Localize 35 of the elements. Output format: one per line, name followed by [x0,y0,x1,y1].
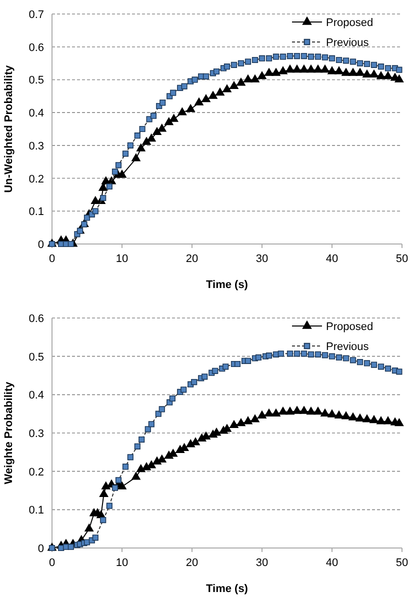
y-tick-label: 0.2 [28,466,44,478]
y-tick-label: 0.7 [28,9,44,21]
y-tick-label: 0.5 [28,351,44,364]
y-tick-label: 0.3 [28,428,44,440]
y-axis-title: Un-Weighted Probability [3,64,15,193]
x-tick-label: 50 [396,253,408,265]
y-tick-label: 0.6 [28,42,44,54]
y-tick-label: 0.6 [28,313,44,325]
x-tick-label: 0 [48,253,56,265]
legend-label: Previous [326,341,370,353]
x-axis-title: Time (s) [206,279,248,291]
y-tick-label: 0 [38,239,44,251]
y-tick-label: 0.3 [28,140,44,152]
x-tick-label: 40 [326,557,338,569]
legend-label: Previous [326,37,370,49]
y-tick-label: 0.5 [28,74,44,87]
y-tick-label: 0 [38,543,44,555]
x-tick-label: 10 [116,557,128,569]
y-tick-label: 0.2 [28,173,44,186]
legend-label: Proposed [326,17,374,29]
y-axis-title: Weighte Probability [3,380,15,484]
y-tick-label: 0.4 [28,390,44,402]
y-tick-label: 0.4 [28,108,44,120]
x-tick-label: 20 [186,557,198,569]
x-tick-label: 50 [396,557,408,569]
legend-label: Proposed [326,321,374,333]
x-tick-label: 10 [116,253,128,265]
x-tick-label: 0 [48,557,56,569]
x-axis-title: Time (s) [206,583,248,595]
x-tick-label: 20 [186,253,198,265]
y-tick-label: 0.1 [28,504,44,517]
x-tick-label: 30 [256,557,268,569]
x-tick-label: 30 [256,253,268,265]
y-tick-label: 0.1 [28,206,44,218]
x-tick-label: 40 [326,253,338,265]
